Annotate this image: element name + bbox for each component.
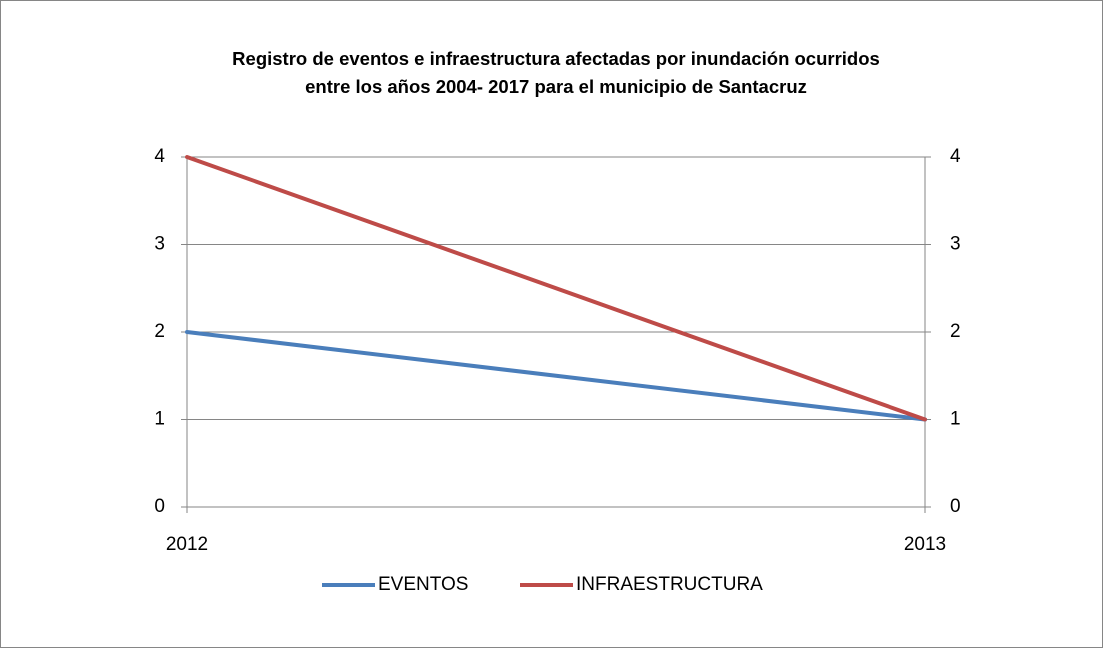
chart-title: Registro de eventos e infraestructura af… <box>232 48 880 69</box>
x-tick-label: 2013 <box>904 534 946 555</box>
legend-label: EVENTOS <box>378 574 468 595</box>
series-line <box>185 155 927 422</box>
y2-tick-label: 3 <box>950 234 961 255</box>
x-tick-label: 2012 <box>166 534 208 555</box>
y2-tick-label: 2 <box>950 321 961 342</box>
y2-tick-label: 0 <box>950 496 961 517</box>
series-line <box>185 330 927 422</box>
y2-tick-label: 1 <box>950 409 961 430</box>
y2-tick-label: 4 <box>950 146 961 167</box>
chart-title: entre los años 2004- 2017 para el munici… <box>305 76 807 97</box>
legend-label: INFRAESTRUCTURA <box>576 574 763 595</box>
y-tick-label: 4 <box>154 146 165 167</box>
y-tick-label: 0 <box>154 496 165 517</box>
y-tick-label: 1 <box>154 409 165 430</box>
y-tick-label: 2 <box>154 321 165 342</box>
y-tick-label: 3 <box>154 234 165 255</box>
